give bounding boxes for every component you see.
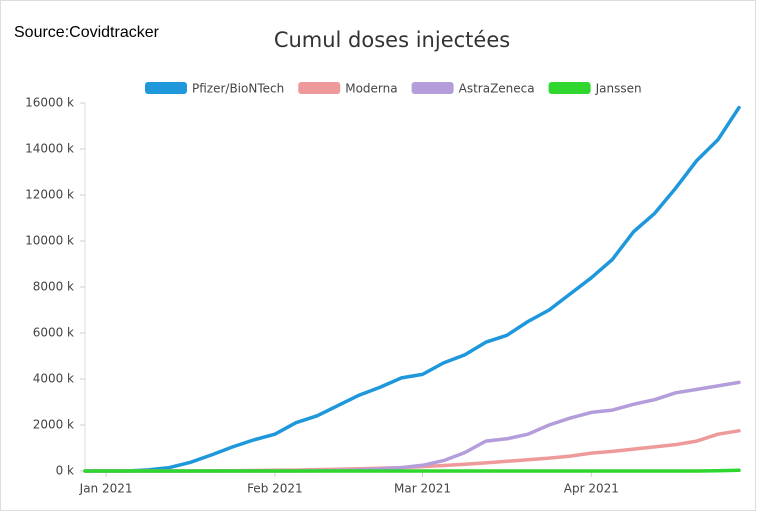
legend-swatch — [145, 82, 187, 94]
y-tick-label: 8000 k — [33, 280, 74, 294]
y-tick-label: 10000 k — [25, 234, 74, 248]
x-tick-label: Mar 2021 — [394, 482, 451, 496]
series-line — [83, 105, 741, 473]
y-tick-label: 6000 k — [33, 326, 74, 340]
legend-swatch — [298, 82, 341, 94]
legend-label: AstraZeneca — [459, 82, 535, 96]
chart-title: Cumul doses injectées — [274, 28, 510, 52]
y-tick-label: 0 k — [56, 464, 74, 478]
x-tick-label: Jan 2021 — [79, 482, 133, 496]
legend-label: Pfizer/BioNTech — [192, 82, 284, 96]
y-tick-label: 12000 k — [25, 188, 74, 202]
legend-swatch — [411, 82, 454, 94]
legend-label: Moderna — [345, 82, 397, 96]
legend-label: Janssen — [595, 82, 642, 96]
series-line — [83, 468, 741, 473]
y-tick-label: 2000 k — [33, 418, 74, 432]
y-tick-label: 14000 k — [25, 142, 74, 156]
y-tick-label: 4000 k — [33, 372, 74, 386]
x-tick-label: Apr 2021 — [564, 482, 619, 496]
y-tick-label: 16000 k — [25, 96, 74, 110]
x-tick-label: Feb 2021 — [247, 482, 303, 496]
source: Source:Covidtracker — [14, 24, 160, 41]
legend-swatch — [548, 82, 591, 94]
